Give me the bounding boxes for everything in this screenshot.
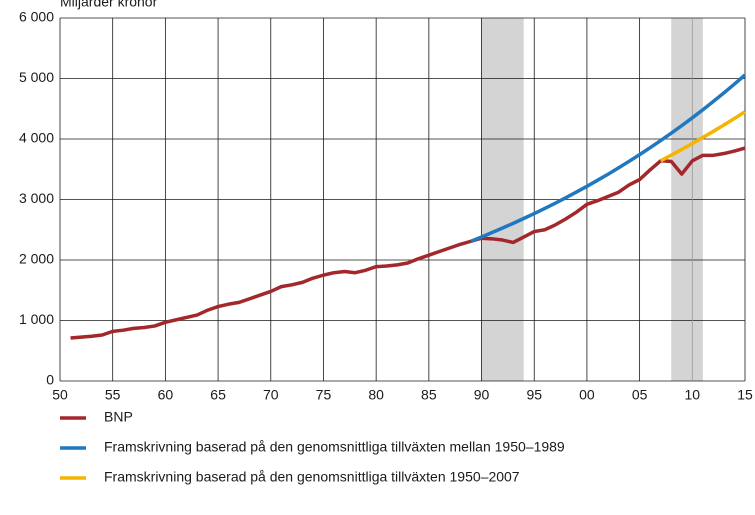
- data-line: [70, 146, 746, 340]
- x-tick-label: 50: [52, 387, 68, 403]
- x-tick-label: 95: [526, 387, 542, 403]
- x-tick-label: 15: [737, 387, 753, 403]
- y-tick-label: 0: [46, 372, 54, 388]
- y-tick-label: 1 000: [19, 311, 54, 327]
- x-tick-label: 10: [685, 387, 701, 403]
- y-tick-label: 5 000: [19, 69, 54, 85]
- legend-label: BNP: [104, 409, 133, 425]
- y-tick-label: 6 000: [19, 9, 54, 25]
- x-tick-label: 80: [368, 387, 384, 403]
- y-tick-label: 4 000: [19, 130, 54, 146]
- x-tick-label: 70: [263, 387, 279, 403]
- x-tick-label: 75: [316, 387, 332, 403]
- x-tick-label: 90: [474, 387, 490, 403]
- y-axis-label: Miljarder kronor: [60, 0, 158, 10]
- legend-label: Framskrivning baserad på den genomsnittl…: [104, 439, 565, 455]
- y-tick-label: 3 000: [19, 190, 54, 206]
- x-tick-label: 85: [421, 387, 437, 403]
- data-line: [470, 73, 747, 243]
- x-tick-label: 60: [158, 387, 174, 403]
- x-tick-label: 65: [210, 387, 226, 403]
- y-tick-label: 2 000: [19, 251, 54, 267]
- x-tick-label: 05: [632, 387, 648, 403]
- legend-label: Framskrivning baserad på den genomsnittl…: [104, 469, 520, 485]
- data-line: [659, 110, 746, 163]
- x-tick-label: 55: [105, 387, 121, 403]
- x-tick-label: 00: [579, 387, 595, 403]
